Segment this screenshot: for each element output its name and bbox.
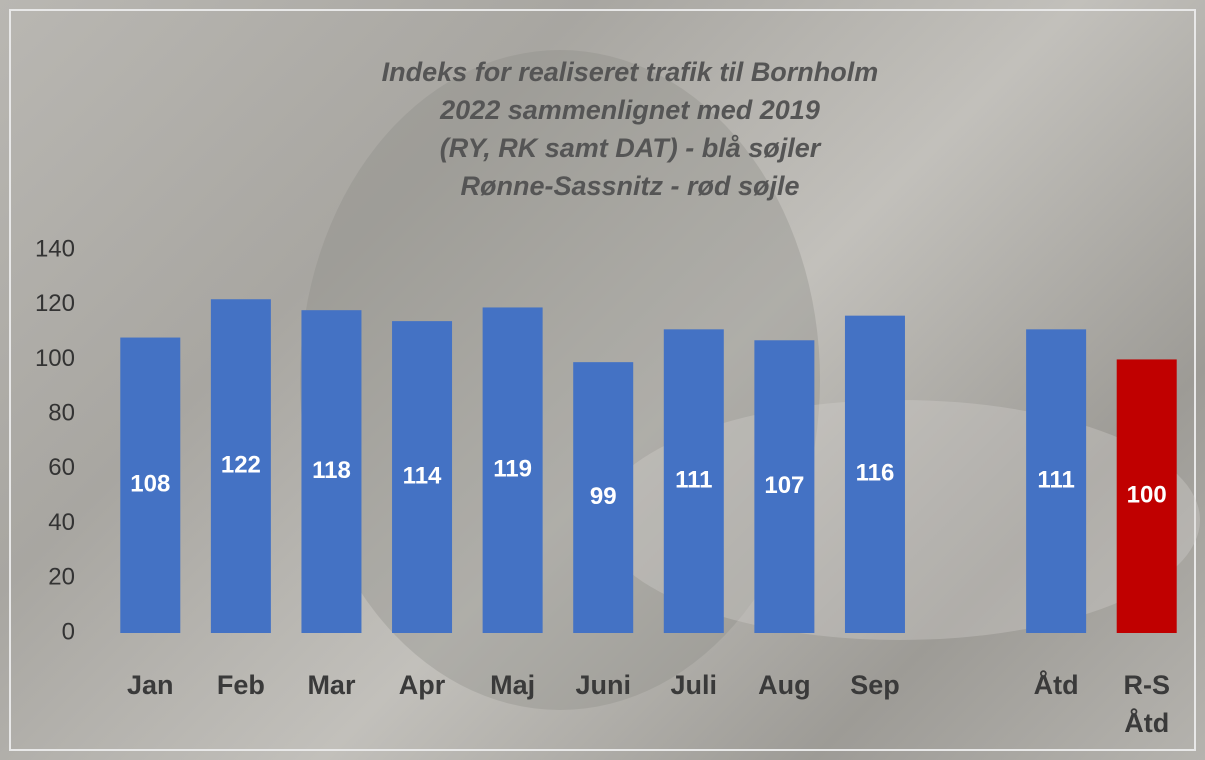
data-label: 111	[1037, 467, 1074, 494]
data-label: 116	[856, 460, 895, 487]
bar	[1026, 329, 1087, 633]
data-label: 114	[403, 462, 442, 489]
data-label: 119	[493, 456, 532, 483]
data-label: 111	[675, 467, 712, 494]
bar	[301, 310, 362, 633]
bar	[482, 307, 543, 633]
data-label: 108	[130, 471, 170, 498]
data-label: 107	[764, 472, 804, 499]
y-tick-label: 140	[35, 235, 75, 262]
x-tick-label: Mar	[307, 670, 356, 700]
bar	[210, 299, 271, 633]
chart-title: 2022 sammenlignet med 2019	[439, 95, 820, 125]
bar	[844, 315, 905, 633]
y-tick-label: 80	[48, 399, 75, 426]
bar	[392, 321, 453, 633]
bar	[754, 340, 815, 633]
chart-title: Indeks for realiseret trafik til Bornhol…	[382, 57, 879, 87]
chart-title: (RY, RK samt DAT) - blå søjler	[440, 133, 822, 163]
x-tick-label: Apr	[398, 670, 446, 700]
x-tick-label: Maj	[490, 670, 536, 700]
x-tick-label: Juli	[670, 670, 718, 700]
bar	[1116, 359, 1177, 633]
x-tick-label: Jan	[127, 670, 174, 700]
data-label: 99	[590, 483, 617, 510]
y-tick-label: 40	[48, 509, 75, 536]
data-label: 118	[312, 457, 351, 484]
x-tick-label: Juni	[575, 670, 631, 700]
chart-title: Rønne-Sassnitz - rød søjle	[460, 171, 799, 201]
data-label: 122	[221, 451, 261, 478]
data-label: 100	[1127, 482, 1167, 509]
bar	[120, 337, 181, 633]
x-tick-label: Åtd	[1033, 670, 1079, 700]
bar	[573, 362, 634, 633]
x-tick-label: Aug	[758, 670, 811, 700]
x-tick-label: Sep	[850, 670, 900, 700]
y-tick-label: 100	[35, 345, 75, 372]
x-tick-label: R-S Åtd	[1123, 670, 1170, 738]
y-tick-label: 60	[48, 454, 75, 481]
y-tick-label: 0	[62, 618, 75, 645]
y-tick-label: 20	[48, 564, 75, 591]
bar	[663, 329, 724, 633]
x-tick-label: Feb	[216, 670, 265, 700]
frame	[9, 9, 1196, 751]
y-tick-label: 120	[35, 290, 75, 317]
